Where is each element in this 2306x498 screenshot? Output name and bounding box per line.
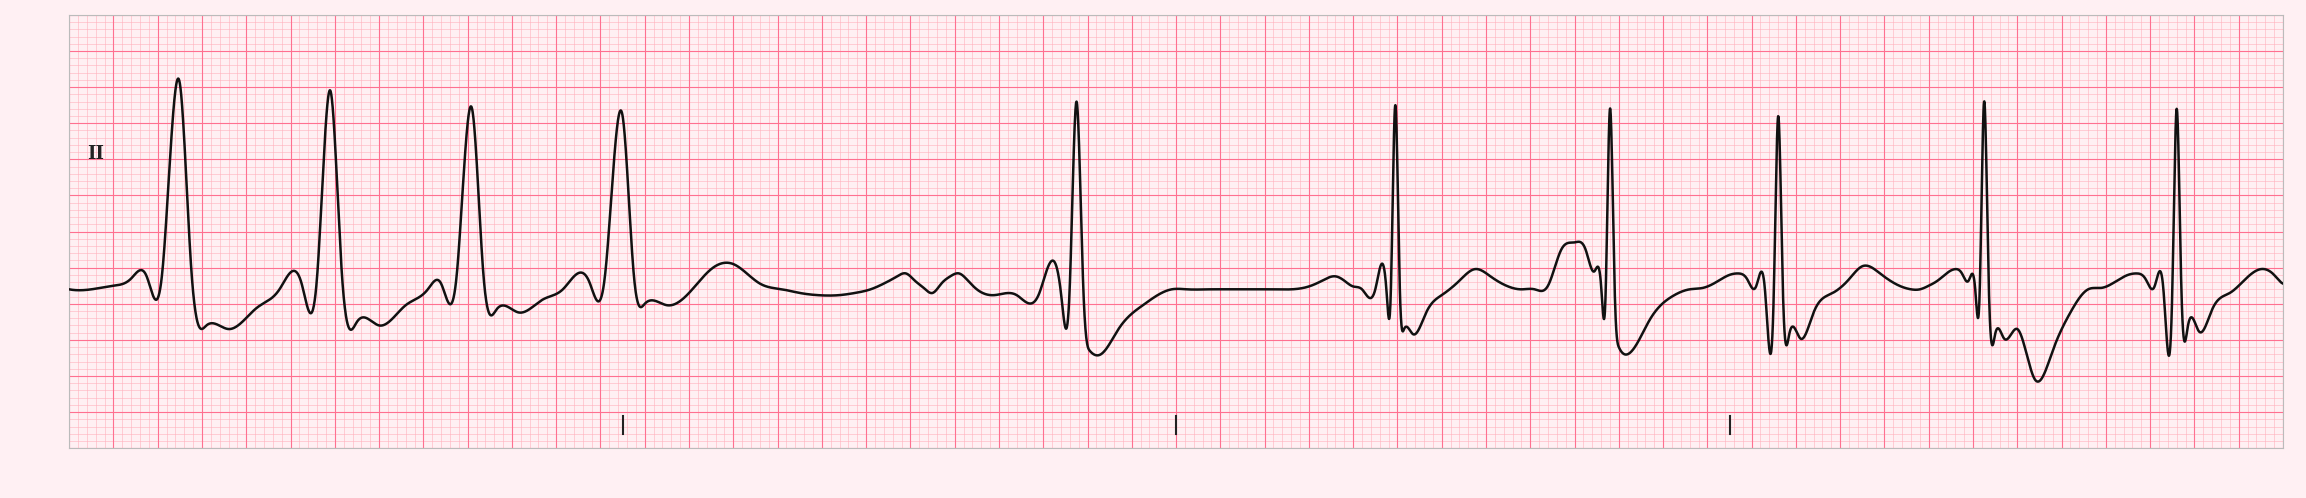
Text: II: II xyxy=(88,145,104,163)
